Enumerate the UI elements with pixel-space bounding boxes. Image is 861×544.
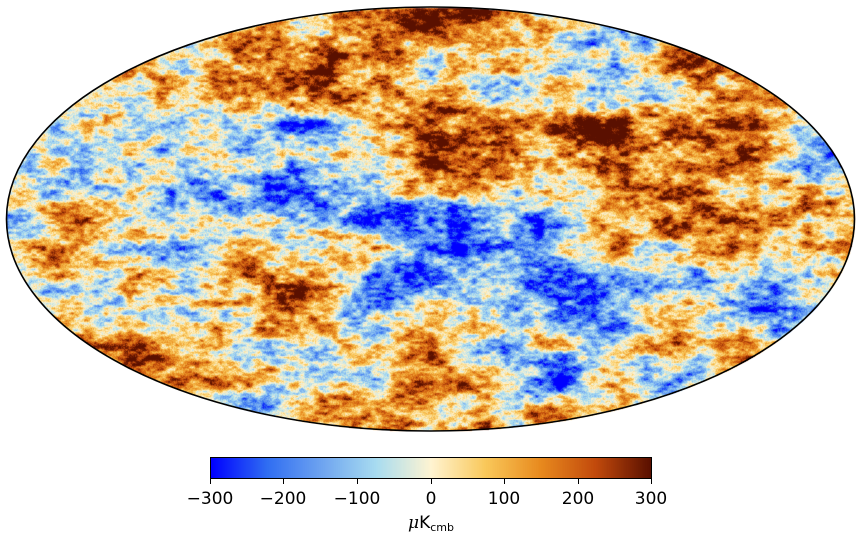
colorbar-tick-label: 200 [561,489,595,509]
colorbar-tick-label: 0 [425,489,437,509]
colorbar-tick [431,479,432,484]
sky-map-mollweide [0,0,861,440]
colorbar-tick-label: −200 [259,489,307,509]
colorbar-tick [651,479,652,484]
colorbar-unit-label: μKcmb [408,513,454,534]
colorbar-tick [357,479,358,484]
colorbar-tick-label: −100 [333,489,381,509]
sky-map-outline [5,6,856,432]
unit-symbol: μ [408,513,420,533]
sky-map-texture [0,0,861,440]
colorbar-tick-label: −300 [186,489,234,509]
colorbar-tick [504,479,505,484]
colorbar-tick-label: 100 [487,489,521,509]
colorbar [210,457,652,479]
unit-subscript: cmb [430,521,454,534]
colorbar-tick [578,479,579,484]
colorbar-tick [210,479,211,484]
unit-main: K [419,513,431,533]
colorbar-tick-label: 300 [634,489,668,509]
colorbar-tick [283,479,284,484]
